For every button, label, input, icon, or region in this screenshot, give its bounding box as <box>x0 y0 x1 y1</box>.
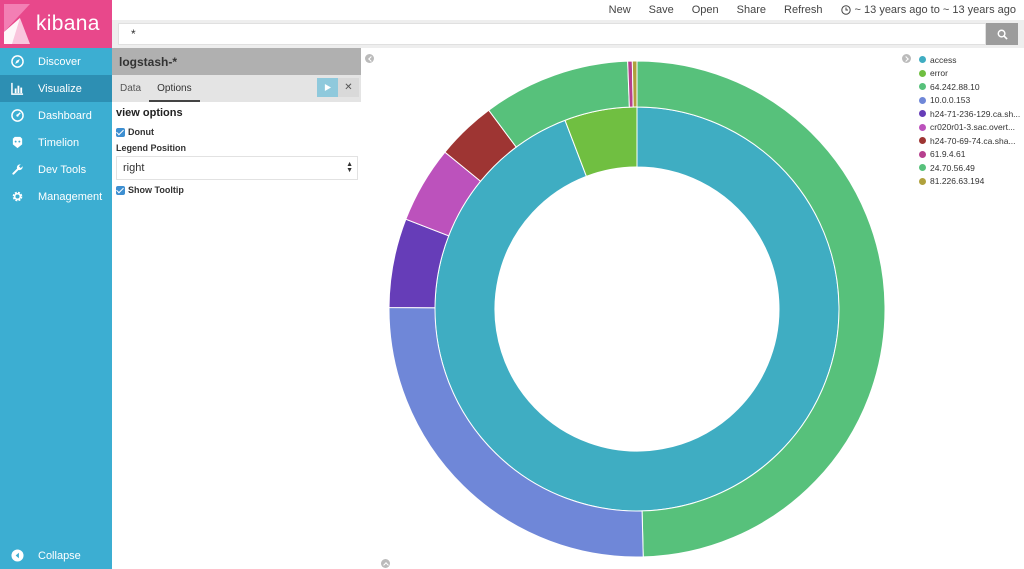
legend-item-label: 10.0.0.153 <box>930 95 971 106</box>
legend-item-label: cr020r01-3.sac.overt... <box>930 122 1016 133</box>
sidebar: kibana Discover Visualize Dashboard Time… <box>0 0 112 569</box>
wrench-icon <box>12 164 23 175</box>
vis-editor-sidebar: logstash-* Data Options ✕ view options D… <box>112 48 361 569</box>
collapse-arrow-icon <box>11 549 24 562</box>
legend-item-label: h24-71-236-129.ca.sh... <box>930 108 1021 119</box>
close-icon: ✕ <box>344 82 353 93</box>
collapse-label: Collapse <box>38 549 81 562</box>
sidebar-item-management[interactable]: Management <box>0 183 112 210</box>
options-panel: view options Donut Legend Position right… <box>112 102 361 201</box>
show-tooltip-checkbox[interactable] <box>116 185 125 195</box>
legend-color-dot <box>919 69 926 77</box>
donut-label: Donut <box>128 127 154 137</box>
legend-item[interactable]: error <box>919 67 1024 81</box>
legend-color-dot <box>919 96 926 104</box>
legend-item[interactable]: cr020r01-3.sac.overt... <box>919 121 1024 135</box>
sidebar-item-label: Dashboard <box>38 109 92 122</box>
donut-slice-outer[interactable] <box>636 60 886 558</box>
visualization-area: access error 64.242.88.10 10.0.0.153 h24-71-… <box>361 48 1024 569</box>
search-icon <box>997 29 1008 40</box>
share-button[interactable]: Share <box>736 4 767 16</box>
time-range-label: ~ 13 years ago to ~ 13 years ago <box>854 4 1016 16</box>
view-options-heading: view options <box>116 107 183 119</box>
new-button[interactable]: New <box>608 4 631 16</box>
sidebar-item-dashboard[interactable]: Dashboard <box>0 102 112 129</box>
collapse-button[interactable]: Collapse <box>0 542 112 569</box>
compass-icon <box>11 55 24 68</box>
legend-item-label: 24.70.56.49 <box>930 162 975 173</box>
legend-item[interactable]: 81.226.63.194 <box>919 175 1024 189</box>
sidebar-nav: Discover Visualize Dashboard Timelion De… <box>0 48 112 210</box>
donut-option[interactable]: Donut <box>116 125 357 139</box>
legend-item[interactable]: 24.70.56.49 <box>919 161 1024 175</box>
kibana-logo-icon <box>4 4 30 44</box>
discard-changes-button[interactable]: ✕ <box>338 78 359 97</box>
app-name: kibana <box>36 12 100 35</box>
legend-item[interactable]: access <box>919 53 1024 67</box>
legend-item-label: 81.226.63.194 <box>930 176 985 187</box>
legend-color-dot <box>919 123 926 131</box>
sidebar-item-discover[interactable]: Discover <box>0 48 112 75</box>
donut-checkbox[interactable] <box>116 127 125 137</box>
legend-item-label: error <box>930 68 948 79</box>
legend-color-dot <box>919 177 926 185</box>
top-nav: New Save Open Share Refresh ~ 13 years a… <box>112 0 1024 20</box>
legend-position-label: Legend Position <box>116 143 187 153</box>
legend-item[interactable]: 61.9.4.61 <box>919 148 1024 162</box>
sidebar-item-timelion[interactable]: Timelion <box>0 129 112 156</box>
sidebar-item-label: Visualize <box>38 82 82 95</box>
donut-chart <box>388 60 886 558</box>
sidebar-item-visualize[interactable]: Visualize <box>0 75 112 102</box>
show-tooltip-option[interactable]: Show Tooltip <box>116 183 357 197</box>
chart-legend: access error 64.242.88.10 10.0.0.153 h24-71-… <box>919 53 1024 188</box>
donut-slice-outer[interactable] <box>631 60 638 108</box>
editor-tabs: Data Options ✕ <box>112 75 361 102</box>
index-pattern-title: logstash-* <box>112 48 361 75</box>
legend-item-label: 64.242.88.10 <box>930 81 980 92</box>
toggle-legend-icon[interactable] <box>902 54 911 63</box>
search-input[interactable] <box>118 23 986 45</box>
show-tooltip-label: Show Tooltip <box>128 185 184 195</box>
tab-data[interactable]: Data <box>120 83 142 94</box>
time-picker[interactable]: ~ 13 years ago to ~ 13 years ago <box>840 4 1016 16</box>
search-button[interactable] <box>986 23 1018 45</box>
refresh-button[interactable]: Refresh <box>784 4 823 16</box>
kibana-logo[interactable]: kibana <box>0 0 112 48</box>
legend-color-dot <box>919 110 926 118</box>
play-icon <box>324 84 331 91</box>
donut-slice-inner[interactable] <box>434 106 840 512</box>
sidebar-item-label: Timelion <box>38 136 80 149</box>
apply-changes-button[interactable] <box>317 78 338 97</box>
legend-item[interactable]: 64.242.88.10 <box>919 80 1024 94</box>
sidebar-item-label: Management <box>38 190 103 203</box>
legend-item-label: 61.9.4.61 <box>930 149 966 160</box>
open-button[interactable]: Open <box>691 4 719 16</box>
gear-icon <box>12 191 23 202</box>
clock-icon <box>840 5 851 15</box>
tab-options[interactable]: Options <box>149 77 200 102</box>
legend-item-label: h24-70-69-74.ca.sha... <box>930 135 1016 146</box>
select-arrows-icon: ▲ ▼ <box>346 161 353 174</box>
legend-color-dot <box>919 83 926 91</box>
bar-chart-icon <box>11 82 24 95</box>
legend-position-select[interactable]: right ▲ ▼ <box>116 156 358 180</box>
dashboard-icon <box>11 109 24 122</box>
legend-item-label: access <box>930 54 957 65</box>
timelion-icon <box>12 136 23 149</box>
sidebar-item-dev-tools[interactable]: Dev Tools <box>0 156 112 183</box>
collapse-editor-icon[interactable] <box>365 54 374 63</box>
sidebar-item-label: Discover <box>38 55 81 68</box>
query-bar <box>112 20 1024 48</box>
legend-color-dot <box>919 150 926 158</box>
toggle-spy-panel-icon[interactable] <box>381 559 390 568</box>
sidebar-item-label: Dev Tools <box>38 163 87 176</box>
legend-color-dot <box>919 137 926 145</box>
legend-color-dot <box>919 164 926 172</box>
legend-item[interactable]: h24-71-236-129.ca.sh... <box>919 107 1024 121</box>
legend-position-value: right <box>123 162 145 174</box>
save-button[interactable]: Save <box>648 4 674 16</box>
legend-item[interactable]: h24-70-69-74.ca.sha... <box>919 134 1024 148</box>
legend-color-dot <box>919 56 926 64</box>
legend-item[interactable]: 10.0.0.153 <box>919 94 1024 108</box>
